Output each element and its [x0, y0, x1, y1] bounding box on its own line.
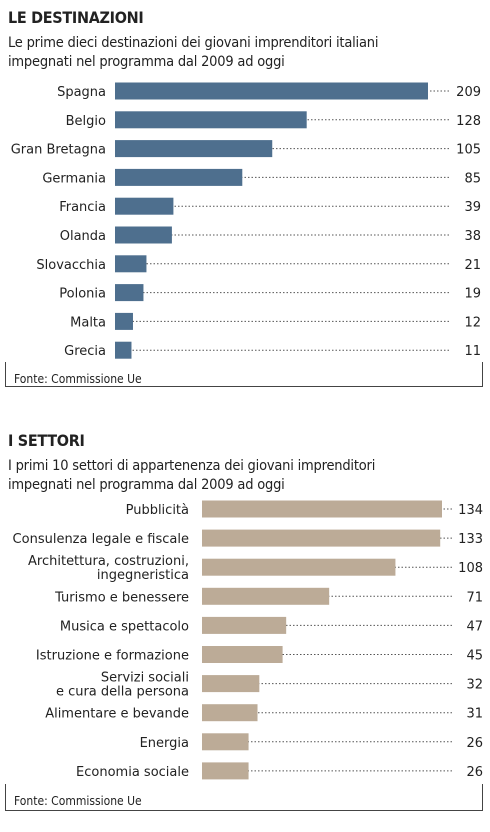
category-label: Malta — [70, 315, 106, 330]
value-label: 31 — [466, 707, 483, 722]
subtitle-line: impegnati nel programma dal 2009 ad oggi — [8, 477, 285, 493]
bar — [202, 616, 287, 634]
chart-title: LE DESTINAZIONI — [8, 8, 144, 27]
category-label: Belgio — [66, 114, 106, 129]
bar — [115, 312, 133, 330]
bar — [115, 111, 307, 129]
category-label: Alimentare e bevande — [45, 707, 189, 722]
bar — [115, 197, 174, 215]
chart-subtitle: I primi 10 settori di appartenenza dei g… — [8, 457, 488, 495]
category-label: Polonia — [59, 287, 106, 302]
bar — [115, 255, 147, 273]
value-label: 32 — [466, 678, 483, 693]
bar — [115, 284, 144, 302]
chart-subtitle: Le prime dieci destinazioni dei giovani … — [8, 34, 488, 72]
source-frame — [5, 362, 483, 387]
value-label: 108 — [458, 561, 483, 576]
category-label: Pubblicità — [126, 503, 189, 518]
value-label: 21 — [464, 258, 481, 273]
bar — [115, 82, 428, 100]
category-label: Spagna — [57, 85, 106, 100]
category-label: Economia sociale — [76, 765, 189, 780]
category-label: Consulenza legale e fiscale — [13, 532, 189, 547]
category-label: Grecia — [64, 344, 106, 359]
source-note: Fonte: Commissione Ue — [14, 794, 142, 808]
bar — [202, 762, 249, 780]
value-label: 45 — [466, 649, 483, 664]
category-label: Germania — [42, 171, 106, 186]
bar — [115, 140, 273, 158]
bar — [202, 646, 283, 663]
subtitle-line: Le prime dieci destinazioni dei giovani … — [8, 35, 379, 51]
value-label: 26 — [466, 736, 483, 751]
value-label: 133 — [458, 532, 483, 547]
category-label: Olanda — [60, 229, 106, 244]
bar — [202, 500, 442, 518]
value-label: 19 — [464, 287, 481, 302]
value-label: 128 — [456, 114, 481, 129]
bar — [115, 341, 132, 359]
bar — [115, 168, 243, 186]
destinations-bar-chart: Spagna 209 Belgio 128 Gran Bretagna 105 German… — [11, 82, 481, 359]
value-label: 39 — [464, 200, 481, 215]
category-label: Slovacchia — [36, 258, 106, 273]
bar — [202, 529, 441, 547]
value-label: 85 — [464, 171, 481, 186]
bar — [115, 226, 172, 244]
category-label: e cura della persona — [56, 685, 189, 700]
value-label: 26 — [466, 765, 483, 780]
value-label: 38 — [464, 229, 481, 244]
value-label: 11 — [464, 344, 481, 359]
source-note: Fonte: Commissione Ue — [14, 372, 142, 386]
bar — [202, 733, 249, 751]
source-frame — [5, 784, 483, 811]
category-label: Istruzione e formazione — [36, 649, 189, 664]
category-label: Energia — [140, 736, 189, 751]
category-label: Architettura, costruzioni, — [28, 554, 189, 569]
category-label: Servizi sociali — [101, 671, 189, 686]
bar — [202, 675, 260, 693]
bar — [202, 587, 330, 605]
subtitle-line: impegnati nel programma dal 2009 ad oggi — [8, 54, 285, 70]
category-label: Musica e spettacolo — [60, 619, 189, 634]
chart-title: I SETTORI — [8, 431, 85, 450]
sectors-bar-chart: Pubblicità 134 Consulenza legale e fiscale… — [13, 500, 483, 780]
bar — [202, 704, 258, 722]
value-label: 209 — [456, 85, 481, 100]
value-label: 134 — [458, 503, 483, 518]
subtitle-line: I primi 10 settori di appartenenza dei g… — [8, 458, 376, 474]
value-label: 47 — [466, 619, 483, 634]
bar — [202, 558, 396, 576]
category-label: Turismo e benessere — [54, 590, 189, 605]
category-label: ingegneristica — [97, 568, 189, 583]
value-label: 105 — [456, 143, 481, 158]
value-label: 12 — [464, 315, 481, 330]
category-label: Gran Bretagna — [11, 143, 106, 158]
category-label: Francia — [59, 200, 106, 215]
value-label: 71 — [466, 590, 483, 605]
